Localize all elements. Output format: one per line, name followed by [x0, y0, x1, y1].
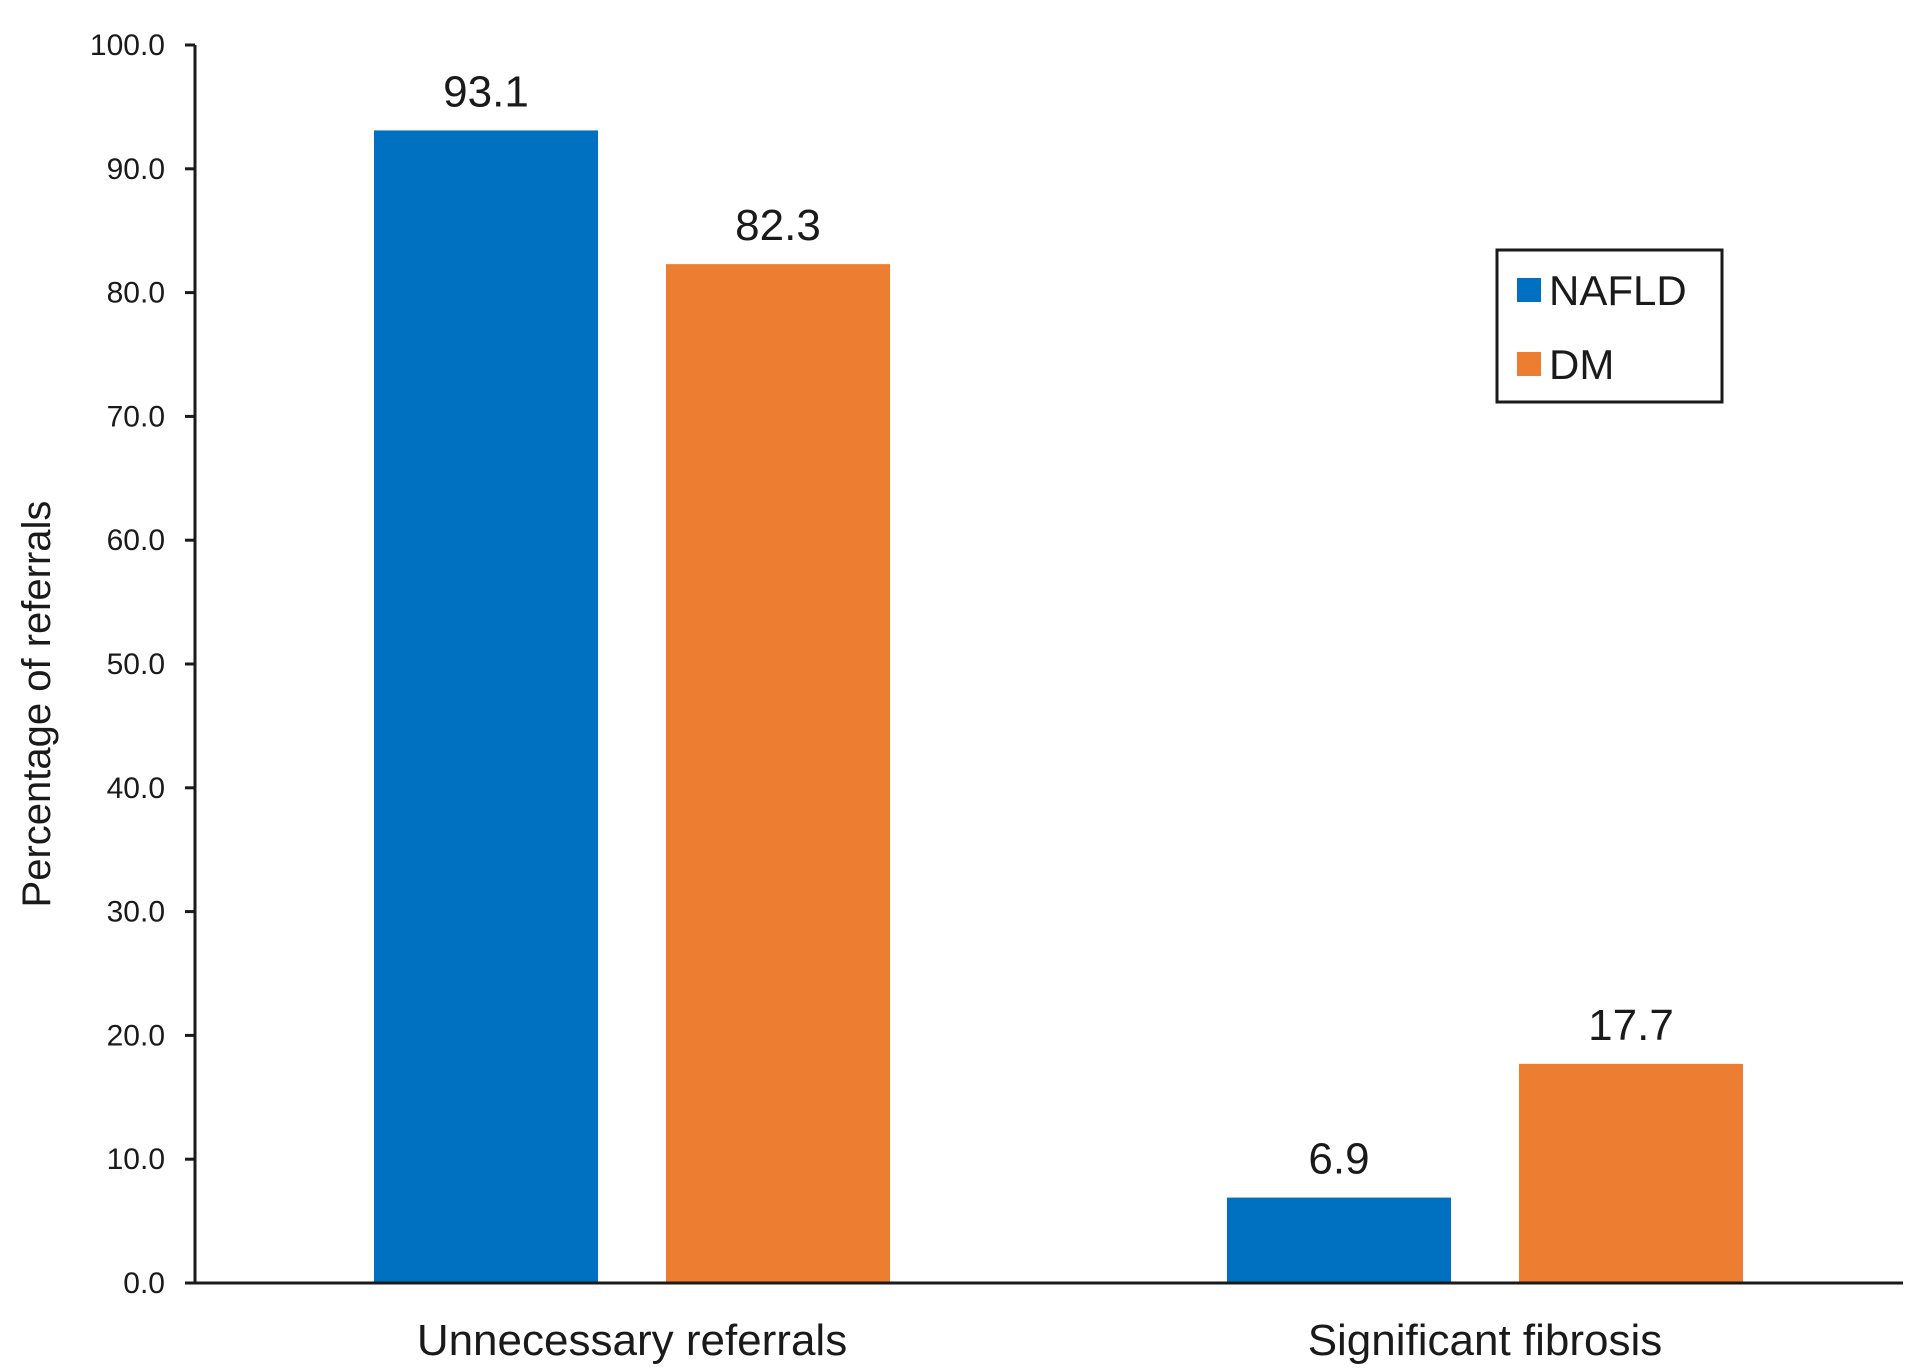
y-tick-label: 20.0	[107, 1019, 165, 1052]
y-tick-label: 0.0	[123, 1267, 165, 1300]
bar-dm-2	[1519, 1063, 1743, 1283]
y-tick-label: 80.0	[107, 277, 165, 310]
legend-swatch-dm	[1517, 352, 1541, 376]
legend-label-nafld: NAFLD	[1549, 267, 1687, 314]
value-label-nafld-2: 6.9	[1308, 1135, 1369, 1184]
x-category-label: Unnecessary referrals	[417, 1316, 847, 1365]
bars-layer	[374, 130, 1743, 1284]
bar-dm-1	[666, 264, 890, 1284]
y-tick-label: 30.0	[107, 896, 165, 929]
legend-label-dm: DM	[1549, 341, 1614, 388]
bar-nafld-2	[1227, 1197, 1451, 1283]
bar-nafld-1	[374, 130, 598, 1283]
y-tick-label: 100.0	[90, 29, 165, 62]
y-tick-label: 40.0	[107, 772, 165, 805]
legend-swatch-nafld	[1517, 278, 1541, 302]
x-axis-category-labels: Unnecessary referrals Significant fibrosi…	[417, 1316, 1662, 1365]
value-labels-layer: 93.1 6.9 82.3 17.7	[443, 67, 1674, 1183]
value-label-nafld-1: 93.1	[443, 67, 529, 116]
y-tick-label: 70.0	[107, 400, 165, 433]
x-category-label: Significant fibrosis	[1308, 1316, 1663, 1365]
y-tick-label: 60.0	[107, 524, 165, 557]
legend-box	[1495, 248, 1724, 404]
value-label-dm-2: 17.7	[1588, 1001, 1674, 1050]
y-axis-title: Percentage of referrals	[15, 501, 59, 908]
value-label-dm-1: 82.3	[735, 201, 821, 250]
y-tick-label: 50.0	[107, 648, 165, 681]
y-tick-label: 90.0	[107, 153, 165, 186]
legend: NAFLD DM	[1495, 248, 1724, 404]
y-axis-ticks: 0.0 10.0 20.0 30.0 40.0 50.0 60.0 70.0 80.0 90.0 1…	[90, 29, 195, 1300]
y-tick-label: 10.0	[107, 1143, 165, 1176]
